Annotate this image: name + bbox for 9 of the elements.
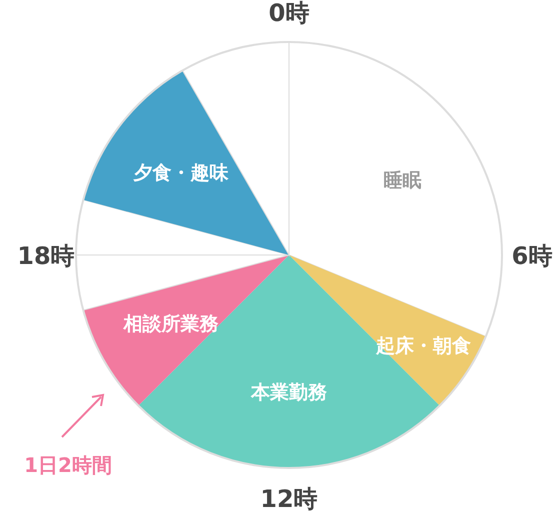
slice-label: 本業勤務 bbox=[250, 381, 327, 404]
text: 12時 bbox=[260, 485, 318, 513]
slice-label: 睡眠 bbox=[383, 169, 422, 192]
slice-label: 相談所業務 bbox=[122, 313, 218, 336]
text: 0時 bbox=[268, 0, 310, 27]
text: 18時 bbox=[17, 242, 75, 270]
text: 1日2時間 bbox=[24, 453, 112, 477]
slice-label: 夕食・趣味 bbox=[132, 162, 230, 184]
text: 6時 bbox=[512, 242, 552, 270]
